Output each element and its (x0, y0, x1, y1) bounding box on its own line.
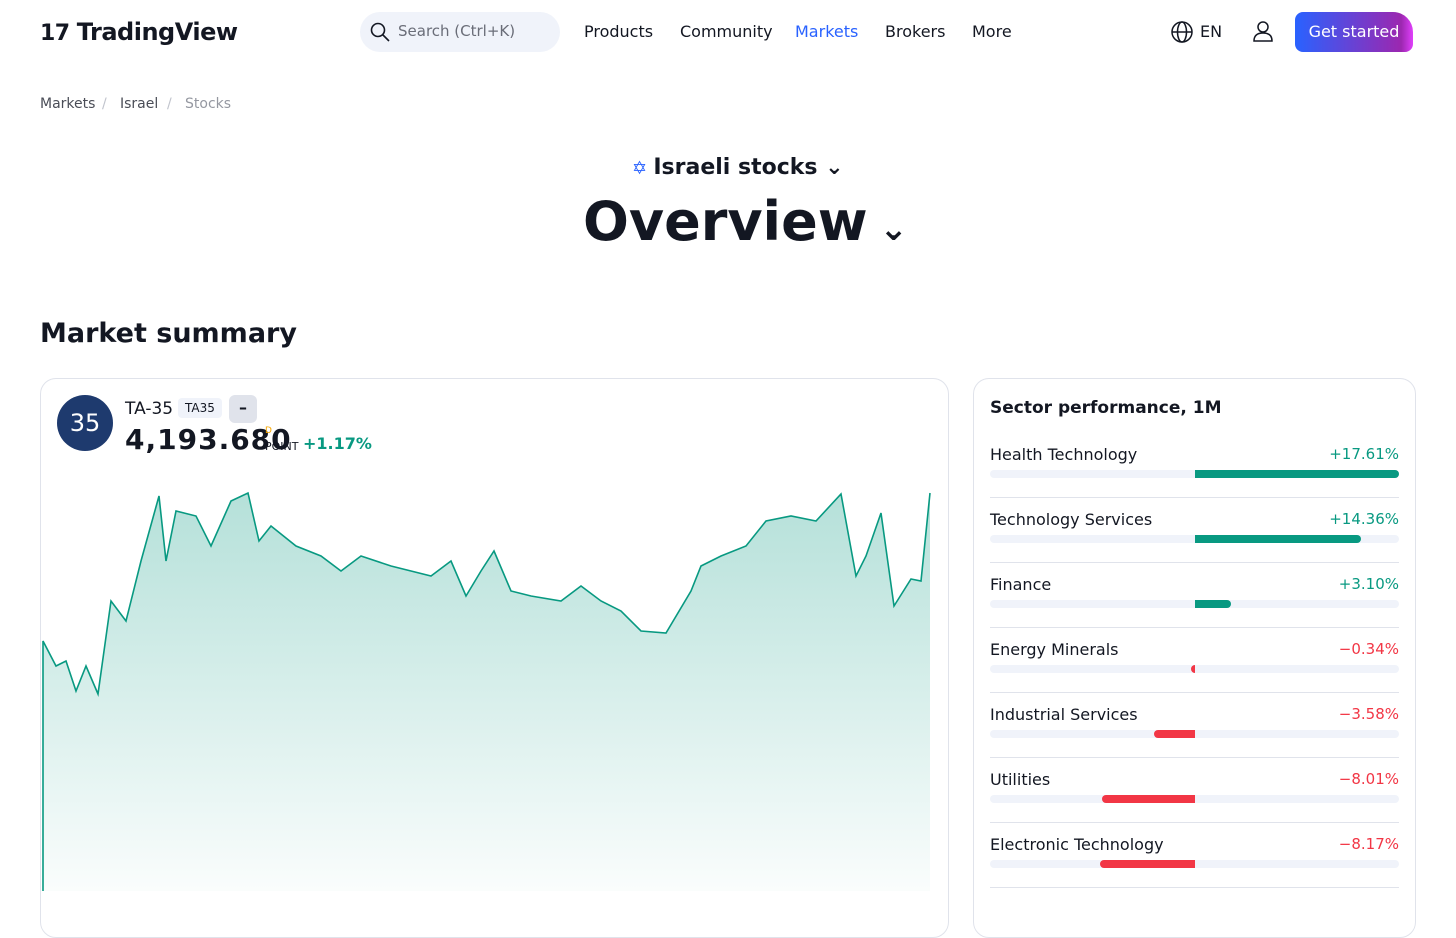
breadcrumb-sep: / (167, 96, 172, 112)
price-line (42, 491, 931, 891)
market-name: Israeli stocks (653, 155, 818, 180)
row-separator (990, 822, 1399, 823)
sector-change: +3.10% (1338, 575, 1399, 593)
nav-item[interactable]: More (972, 22, 1012, 41)
row-separator (990, 497, 1399, 498)
logo-text: TradingView (76, 18, 238, 46)
sector-name: Utilities (990, 770, 1051, 789)
language[interactable]: EN (1200, 22, 1223, 41)
index-unit: POINT (265, 440, 299, 453)
cta-button[interactable]: Get started (1295, 12, 1413, 52)
delay-flag: D (265, 426, 272, 436)
price-chart (42, 491, 931, 891)
sector-row[interactable]: Industrial Services −3.58% (990, 705, 1399, 770)
search-icon (370, 22, 390, 42)
page: 𝟭𝟳 TradingView Search (Ctrl+K) Products C… (40, 12, 1416, 938)
page-title: Overview (583, 190, 868, 253)
search-placeholder: Search (Ctrl+K) (398, 22, 516, 40)
bar-track (990, 600, 1399, 608)
row-separator (990, 627, 1399, 628)
sector-row[interactable]: Technology Services +14.36% (990, 510, 1399, 575)
bar-track (990, 665, 1399, 673)
row-separator (990, 692, 1399, 693)
sector-name: Electronic Technology (990, 835, 1164, 854)
index-name: TA-35 (125, 399, 174, 419)
sector-title: Sector performance, 1M (990, 398, 1222, 418)
price-area (43, 493, 930, 891)
sector-bar (1100, 860, 1195, 868)
index-change: +1.17% (303, 434, 372, 453)
globe-icon[interactable] (1170, 20, 1194, 44)
bar-track (990, 795, 1399, 803)
sector-row[interactable]: Energy Minerals −0.34% (990, 640, 1399, 705)
bar-track (990, 860, 1399, 868)
flag-icon: ✡ (632, 158, 654, 179)
status-badge: – (229, 395, 257, 423)
bar-track (990, 535, 1399, 543)
sector-bar (1195, 535, 1362, 543)
sector-name: Technology Services (990, 510, 1153, 529)
page-title-wrap[interactable]: Overview ⌄ (583, 190, 908, 253)
sector-row[interactable]: Finance +3.10% (990, 575, 1399, 640)
sector-bar (1195, 470, 1399, 478)
index-price: 4,193.680 (125, 423, 292, 456)
sector-name: Health Technology (990, 445, 1138, 464)
sector-change: −8.01% (1338, 770, 1399, 788)
sector-change: +14.36% (1329, 510, 1399, 528)
index-badge: 35 (57, 395, 113, 451)
row-separator (990, 887, 1399, 888)
breadcrumb-sep: / (102, 96, 107, 112)
sector-change: +17.61% (1329, 445, 1399, 463)
row-separator (990, 757, 1399, 758)
logo[interactable]: 𝟭𝟳 TradingView (40, 18, 238, 46)
sector-row[interactable]: Electronic Technology −8.17% (990, 835, 1399, 900)
search-box[interactable]: Search (Ctrl+K) (360, 12, 560, 52)
ticker-badge: TA35 (178, 398, 222, 418)
breadcrumb[interactable]: Israel (120, 96, 159, 112)
section-heading: Market summary (40, 318, 297, 349)
sector-change: −8.17% (1338, 835, 1399, 853)
nav-item[interactable]: Brokers (885, 22, 946, 41)
sector-name: Energy Minerals (990, 640, 1119, 659)
sector-bar (1191, 665, 1195, 673)
sector-name: Industrial Services (990, 705, 1138, 724)
nav-item[interactable]: Markets (795, 22, 859, 41)
breadcrumb[interactable]: Markets (40, 96, 96, 112)
sector-bar (1153, 730, 1195, 738)
sector-card: Sector performance, 1M Health Technology… (973, 378, 1416, 938)
sector-bar (1102, 795, 1195, 803)
sector-name: Finance (990, 575, 1052, 594)
row-separator (990, 562, 1399, 563)
market-selector[interactable]: ✡ Israeli stocks ⌄ (632, 155, 844, 180)
sector-change: −3.58% (1338, 705, 1399, 723)
sector-bar (1195, 600, 1231, 608)
user-icon[interactable] (1251, 19, 1275, 43)
sector-change: −0.34% (1338, 640, 1399, 658)
breadcrumb: Stocks (185, 96, 232, 112)
sector-row[interactable]: Health Technology +17.61% (990, 445, 1399, 510)
nav-item[interactable]: Community (680, 22, 773, 41)
sector-row[interactable]: Utilities −8.01% (990, 770, 1399, 835)
nav-item[interactable]: Products (584, 22, 654, 41)
bar-track (990, 730, 1399, 738)
index-card[interactable]: 35 TA-35 TA35 – 4,193.680 D POINT +1.17% (40, 378, 949, 938)
bar-track (990, 470, 1399, 478)
